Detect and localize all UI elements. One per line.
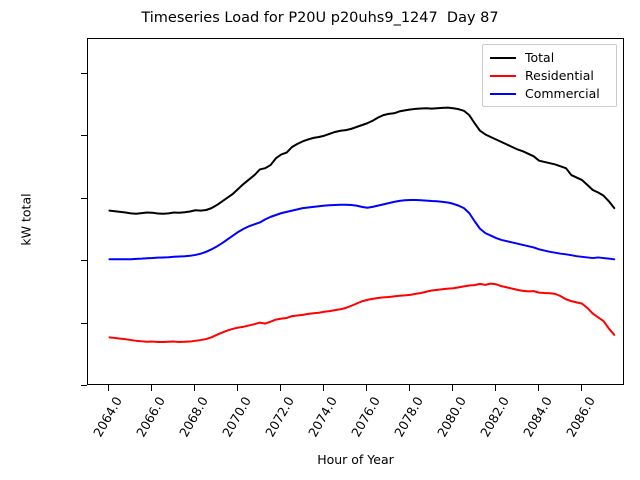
y-tick-mark [81,322,87,324]
y-tick-mark [81,260,87,262]
x-tick-mark [581,385,583,391]
x-tick-mark [108,385,110,391]
x-axis-label: Hour of Year [317,452,394,467]
series-line-commercial [108,199,616,261]
y-tick-mark [81,135,87,137]
legend-swatch-commercial [490,93,516,95]
y-tick-mark [81,385,87,386]
x-tick-mark [538,385,540,391]
series-line-total [108,106,616,215]
legend-label: Total [525,50,555,65]
x-tick-mark [280,385,282,391]
legend-item-commercial[interactable]: Commercial [490,85,609,103]
legend-label: Residential [525,68,594,83]
y-tick-mark [81,197,87,199]
x-tick-mark [323,385,325,391]
x-tick-mark [452,385,454,391]
series-line-residential [108,282,616,344]
x-tick-mark [151,385,153,391]
x-tick-mark [495,385,497,391]
y-axis-label: kW total [18,193,34,246]
legend-swatch-total [490,57,516,59]
legend-item-total[interactable]: Total [490,49,609,67]
legend-swatch-residential [490,75,516,77]
legend-label: Commercial [525,86,600,101]
x-tick-mark [409,385,411,391]
page-title: Timeseries Load for P20U p20uhs9_1247 Da… [141,10,499,26]
x-tick-mark [194,385,196,391]
x-tick-mark [237,385,239,391]
x-tick-mark [366,385,368,391]
series-canvas [108,106,616,344]
legend: Total Residential Commercial [482,44,617,107]
legend-item-residential[interactable]: Residential [490,67,609,85]
y-tick-mark [81,72,87,74]
